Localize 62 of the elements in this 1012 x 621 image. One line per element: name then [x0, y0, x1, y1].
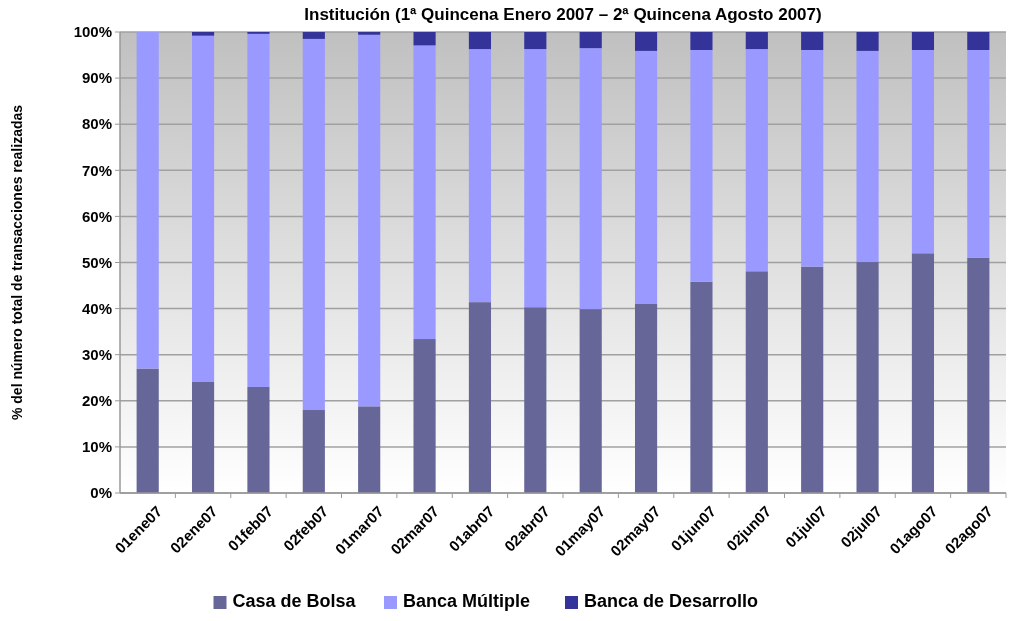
y-tick-label: 100%	[73, 23, 112, 41]
bar	[745, 32, 768, 50]
bar	[247, 33, 270, 387]
legend-label: Casa de Bolsa	[232, 591, 357, 611]
bar	[358, 32, 381, 35]
bar	[579, 309, 602, 493]
bar	[690, 32, 713, 50]
bar	[358, 406, 381, 493]
bar	[247, 386, 270, 493]
bar	[468, 302, 492, 493]
bar	[302, 38, 325, 411]
chart-title: Institución (1ª Quincena Enero 2007 – 2ª Quincena Agosto 2007)	[304, 5, 822, 24]
bar	[191, 32, 215, 36]
y-axis-title: % del número total de transacciones realizadas	[9, 104, 25, 421]
bar	[191, 35, 215, 382]
bar	[856, 262, 879, 493]
bar	[524, 307, 547, 493]
bar	[634, 50, 658, 304]
y-tick-label: 0%	[90, 484, 112, 502]
bar	[191, 381, 215, 493]
bar	[524, 49, 547, 308]
bar	[136, 32, 159, 369]
bar	[413, 339, 436, 493]
bar	[579, 48, 602, 310]
y-tick-label: 10%	[81, 438, 112, 456]
bar	[468, 49, 492, 303]
bar	[468, 32, 492, 50]
bar	[967, 257, 990, 493]
bar	[136, 368, 159, 493]
bar	[911, 253, 935, 493]
bar	[634, 32, 658, 51]
bar	[967, 32, 990, 50]
bar	[967, 49, 990, 258]
bar	[801, 266, 824, 493]
y-tick-label: 60%	[81, 207, 112, 225]
y-tick-label: 90%	[81, 69, 112, 87]
bar	[745, 271, 768, 493]
y-tick-label: 80%	[81, 115, 112, 133]
y-tick-label: 20%	[81, 392, 112, 410]
bar	[911, 32, 935, 50]
y-tick-label: 70%	[81, 161, 112, 179]
bar	[911, 49, 935, 254]
bar	[579, 32, 602, 49]
legend-label: Banca Múltiple	[403, 591, 531, 611]
bar	[745, 49, 768, 272]
bar	[801, 49, 824, 267]
bar	[856, 50, 879, 263]
bar	[801, 32, 824, 50]
bar	[524, 32, 547, 50]
y-tick-label: 40%	[81, 299, 112, 317]
bar	[302, 32, 325, 39]
bar	[690, 281, 713, 493]
bar	[690, 49, 713, 282]
bar	[413, 45, 436, 340]
y-tick-label: 30%	[81, 345, 112, 363]
bar	[856, 32, 879, 51]
y-tick-label: 50%	[81, 253, 112, 271]
bar	[302, 410, 325, 493]
bar	[358, 34, 381, 407]
bar	[634, 303, 658, 493]
bar	[413, 32, 436, 46]
legend-label: Banca de Desarrollo	[584, 591, 759, 611]
